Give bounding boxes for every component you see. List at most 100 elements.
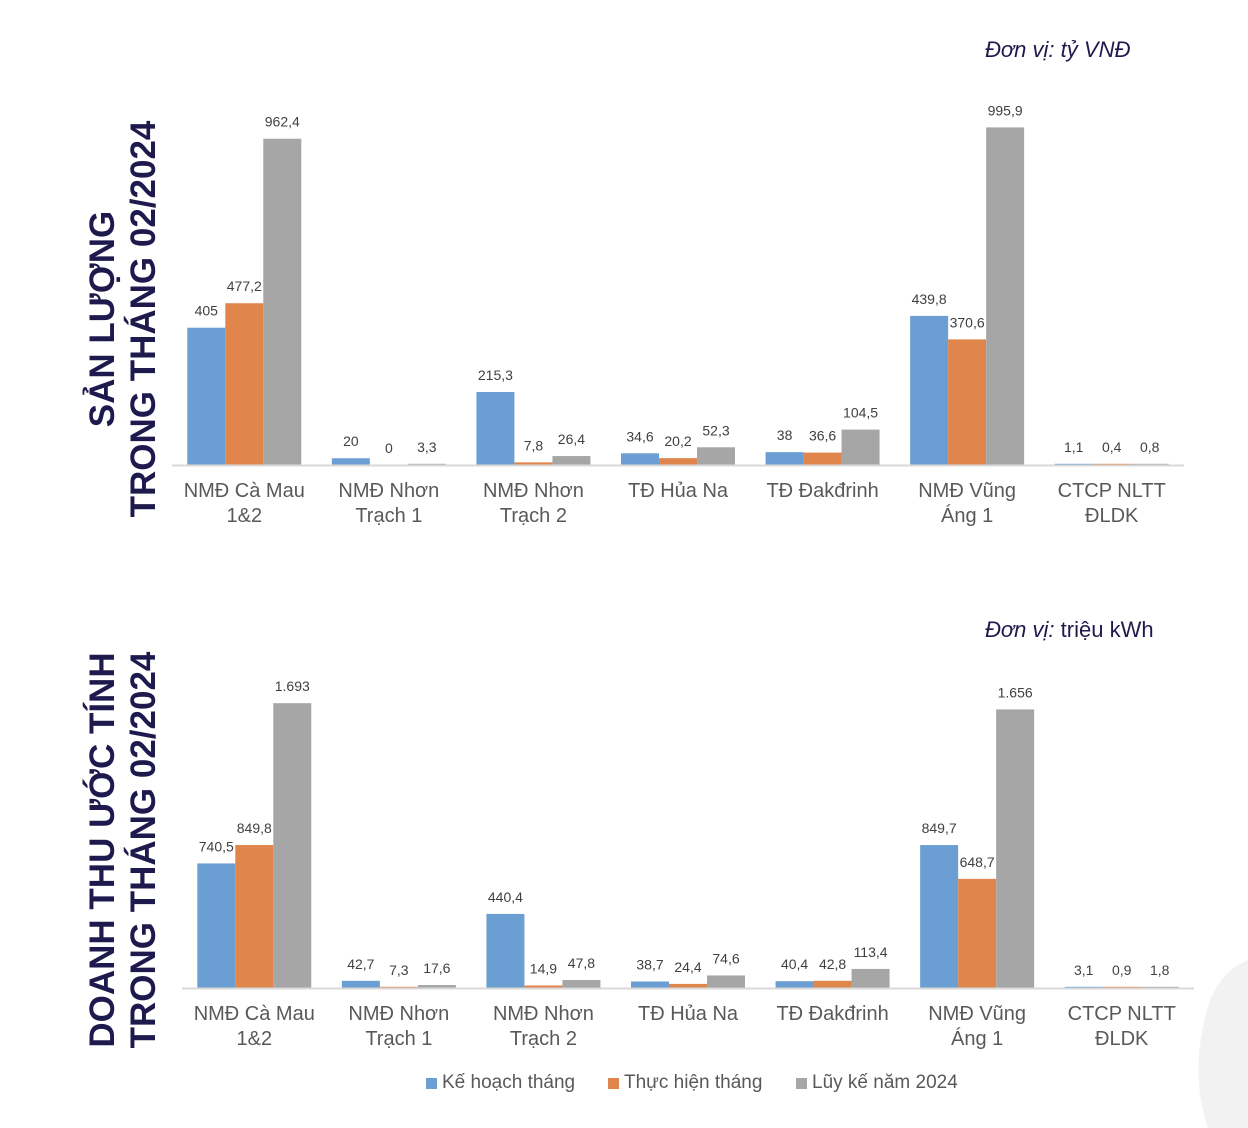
revenue-value-label-actual-4: 42,8 [819,956,846,972]
production-bar-plan-5 [910,316,948,465]
revenue-value-label-plan-4: 40,4 [781,956,808,972]
revenue-bar-plan-2 [486,914,524,988]
production-bar-ytd-2 [552,456,590,465]
revenue-value-label-ytd-2: 47,8 [568,955,595,971]
production-bar-plan-4 [766,452,804,465]
production-value-label-actual-1: 0 [385,440,393,456]
production-category-label-1-1: Trạch 1 [355,505,422,527]
decorative-shape [1188,960,1248,1128]
production-chart: 40520215,334,6 38439,81,1477,20 7,8 20,2 36,… [172,102,1184,527]
revenue-category-label-5-1: Áng 1 [951,1027,1003,1050]
revenue-value-label-ytd-0: 1.693 [275,678,310,694]
production-value-label-ytd-0: 962,4 [265,114,300,130]
revenue-category-label-1-0: NMĐ Nhơn [348,1003,449,1025]
revenue-bar-ytd-0 [273,703,311,988]
revenue-value-label-actual-3: 24,4 [674,959,701,975]
revenue-value-label-plan-6: 3,1 [1074,962,1094,978]
revenue-value-label-ytd-1: 17,6 [423,960,450,976]
production-value-label-actual-6: 0,4 [1102,439,1122,455]
production-value-label-plan-1: 20 [343,433,359,449]
production-bar-actual-4 [804,453,842,465]
legend-item-ytd: Lũy kế năm 2024 [796,1072,958,1094]
production-value-label-plan-5: 439,8 [912,291,947,307]
legend-item-actual: Thực hiện tháng [608,1072,762,1094]
production-bar-plan-3 [621,453,659,465]
production-value-label-actual-4: 36,6 [809,428,836,444]
production-category-label-6-0: CTCP NLTT [1058,480,1166,502]
production-category-label-5-1: Áng 1 [941,504,993,527]
revenue-bar-ytd-3 [707,975,745,988]
production-value-label-ytd-2: 26,4 [558,431,585,447]
revenue-bar-ytd-2 [562,980,600,988]
production-value-label-plan-0: 405 [195,303,219,319]
production-bar-plan-2 [476,392,514,465]
revenue-value-label-plan-5: 849,7 [922,820,957,836]
production-bar-ytd-3 [697,447,735,465]
revenue-value-label-ytd-3: 74,6 [712,950,739,966]
revenue-value-label-plan-3: 38,7 [636,956,663,972]
bar-charts: 40520215,334,6 38439,81,1477,20 7,8 20,2 36,… [0,0,1248,1128]
production-bar-actual-5 [948,339,986,465]
production-value-label-actual-0: 477,2 [227,278,262,294]
production-value-label-ytd-1: 3,3 [417,439,437,455]
production-value-label-actual-2: 7,8 [524,437,544,453]
legend-label-actual: Thực hiện tháng [624,1072,762,1094]
revenue-category-label-2-1: Trạch 2 [510,1028,577,1050]
revenue-bar-plan-3 [631,981,669,988]
revenue-value-label-ytd-6: 1,8 [1150,962,1170,978]
production-bar-actual-0 [225,303,263,465]
revenue-bar-plan-4 [776,981,814,988]
production-category-label-4-0: TĐ Đakđrinh [766,480,878,502]
production-value-label-plan-6: 1,1 [1064,439,1084,455]
production-bar-ytd-0 [263,139,301,465]
production-bar-ytd-4 [842,430,880,465]
production-category-label-6-1: ĐLDK [1085,505,1139,527]
production-category-label-2-0: NMĐ Nhơn [483,480,584,502]
revenue-bar-plan-5 [920,845,958,988]
revenue-chart: 740,5 42,7 440,4 38,7 40,4 849,7 3,1 849,8 7,3 14… [182,678,1194,1050]
revenue-bar-plan-0 [197,863,235,988]
revenue-value-label-actual-2: 14,9 [530,960,557,976]
production-value-label-ytd-4: 104,5 [843,405,878,421]
revenue-category-label-6-0: CTCP NLTT [1068,1003,1176,1025]
production-bar-plan-1 [332,458,370,465]
revenue-bar-actual-5 [958,879,996,988]
revenue-category-label-3-0: TĐ Hủa Na [638,1003,739,1025]
legend-swatch-ytd [796,1078,807,1089]
revenue-value-label-ytd-5: 1.656 [998,684,1033,700]
revenue-value-label-actual-0: 849,8 [237,820,272,836]
revenue-category-label-6-1: ĐLDK [1095,1028,1149,1050]
production-category-label-5-0: NMĐ Vũng [918,480,1016,502]
legend-swatch-actual [608,1078,619,1089]
production-category-label-2-1: Trạch 2 [500,505,567,527]
production-category-label-3-0: TĐ Hủa Na [628,480,729,502]
revenue-category-label-5-0: NMĐ Vũng [928,1003,1026,1025]
revenue-bar-ytd-5 [996,709,1034,988]
legend-item-plan: Kế hoạch tháng [426,1072,575,1094]
production-value-label-actual-3: 20,2 [664,433,691,449]
revenue-value-label-plan-1: 42,7 [347,956,374,972]
revenue-bar-ytd-4 [852,969,890,988]
legend-swatch-plan [426,1078,437,1089]
revenue-bar-plan-1 [342,981,380,988]
production-category-label-0-1: 1&2 [226,505,262,527]
production-value-label-ytd-6: 0,8 [1140,439,1160,455]
revenue-value-label-actual-6: 0,9 [1112,962,1132,978]
revenue-value-label-plan-2: 440,4 [488,889,523,905]
production-value-label-actual-5: 370,6 [950,314,985,330]
revenue-category-label-1-1: Trạch 1 [365,1028,432,1050]
revenue-value-label-actual-5: 648,7 [960,854,995,870]
legend-label-plan: Kế hoạch tháng [442,1072,575,1094]
legend: Kế hoạch tháng Thực hiện tháng Lũy kế nă… [0,1072,1248,1100]
production-value-label-ytd-3: 52,3 [702,422,729,438]
production-category-label-1-0: NMĐ Nhơn [338,480,439,502]
revenue-value-label-actual-1: 7,3 [389,962,409,978]
revenue-bar-actual-0 [235,845,273,988]
production-value-label-plan-4: 38 [777,427,793,443]
revenue-bar-actual-4 [814,981,852,988]
revenue-category-label-0-0: NMĐ Cà Mau [194,1003,315,1025]
production-bar-ytd-5 [986,127,1024,465]
production-value-label-plan-3: 34,6 [626,428,653,444]
revenue-category-label-0-1: 1&2 [236,1028,272,1050]
revenue-value-label-plan-0: 740,5 [199,838,234,854]
